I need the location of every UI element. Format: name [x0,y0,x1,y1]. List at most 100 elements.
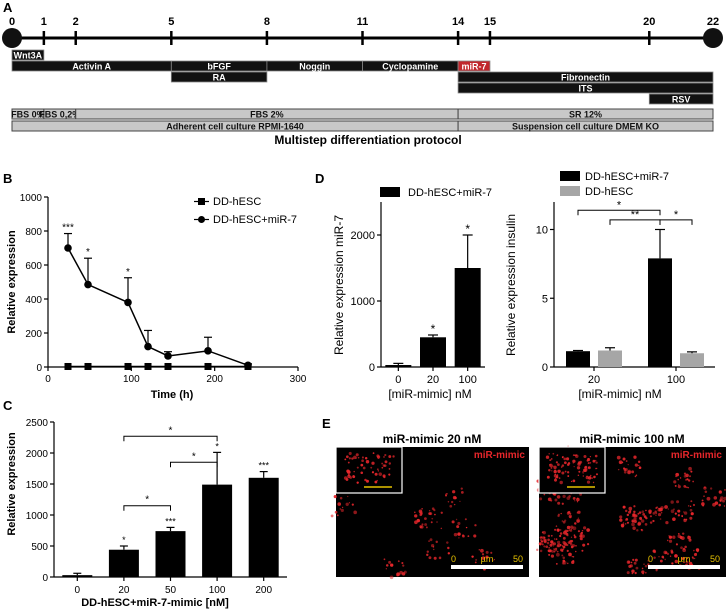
signal-speckle [649,521,653,524]
signal-speckle [649,515,652,518]
inset-speckle [587,466,590,469]
signal-speckle [664,505,668,509]
signal-speckle [557,501,561,505]
signal-speckle [550,534,553,537]
signal-speckle [582,526,587,530]
signal-speckle [568,514,572,518]
signal-speckle [718,503,722,507]
media-bar-label: FBS 0,2% [39,110,80,120]
signal-speckle [644,523,648,526]
inset-frame [335,446,403,494]
signal-speckle [562,556,566,560]
signal-speckle [619,518,623,522]
bar-control [598,350,622,367]
signal-speckle [353,510,357,515]
signal-speckle [385,568,387,570]
chart-d-right-legend-swatch-2 [560,186,580,196]
inset-speckle [561,471,565,475]
signal-speckle [636,529,639,532]
inset-speckle [550,458,553,460]
signal-speckle [634,463,638,467]
signal-speckle [668,535,673,539]
inset-speckle [377,470,379,472]
bar-treated [566,351,590,367]
factor-bar-label: miR-7 [462,62,487,72]
inset-speckle [593,475,596,479]
significance-bracket-label: * [617,199,622,211]
signal-speckle [625,518,629,521]
signal-speckle [572,555,575,558]
signal-speckle [572,496,576,500]
bar-significance-label: *** [165,516,176,526]
inset-speckle [586,480,591,484]
signal-speckle [637,522,641,526]
signal-speckle [659,518,662,520]
signal-speckle [626,521,630,524]
media-bars: FBS 0%FBS 0,2% FBS 2% SR 12% Adherent cell … [11,108,714,132]
signal-speckle [666,552,670,555]
signal-speckle [456,525,460,529]
x-tick-label: 200 [206,374,223,385]
inset-speckle [347,461,350,464]
signal-speckle [402,564,405,567]
signal-speckle [662,556,665,559]
data-point-square [204,362,212,370]
signal-speckle [457,521,461,526]
x-tick-label: 20 [588,374,600,386]
signal-speckle [677,485,681,489]
inset-speckle [388,455,392,458]
signal-speckle [621,461,624,464]
signal-speckle [641,570,645,574]
bar-control [680,353,704,367]
signal-speckle [546,541,550,545]
signal-speckle [345,502,349,506]
undefined: 1000 [20,193,43,204]
signal-speckle [693,549,695,552]
inset-speckle [564,470,567,473]
timeline-day-label: 15 [484,16,496,28]
factor-bar-label: RA [213,73,226,83]
undefined: 400 [25,295,42,306]
signal-speckle [570,545,574,549]
undefined: 600 [25,261,42,272]
signal-speckle [446,541,449,544]
undefined: 0 [542,362,548,374]
factor-bar-label: Noggin [299,62,330,72]
signal-speckle [642,512,646,516]
signal-speckle [493,558,496,561]
signal-speckle [570,536,573,538]
signal-speckle [452,495,457,500]
inset-speckle [374,480,378,484]
signal-speckle [683,561,685,564]
timeline-day-label: 1 [41,16,47,28]
panel-b: B Relative expression Time (h) DD-hESC D… [3,171,307,401]
legend-label-dd-hesc: DD-hESC [213,196,261,208]
signal-speckle [554,528,557,531]
signal-speckle [440,527,443,530]
signal-speckle [679,477,682,479]
signal-speckle [644,571,647,574]
signal-speckle [555,562,558,565]
signal-speckle [622,457,626,461]
signal-speckle [581,534,585,538]
signal-speckle [577,510,581,514]
signal-speckle [641,519,645,523]
signal-speckle [683,511,685,513]
signal-speckle [548,553,551,556]
signal-speckle [539,549,543,553]
undefined: 200 [25,329,42,340]
data-point-circle [124,298,132,307]
signal-speckle [640,528,643,531]
factor-bar-label: Cyclopamine [382,62,438,72]
signal-speckle [459,500,461,503]
bar [420,337,446,367]
signal-speckle [690,512,694,516]
legend-circle-marker [198,216,205,223]
signal-speckle [653,550,657,554]
significance-label: * [126,267,130,278]
signal-speckle [681,514,684,517]
micrograph-tag: miR-mimic [671,450,723,461]
scale-bar-end: 50 [513,554,523,564]
x-tick-label: 20 [118,585,130,596]
